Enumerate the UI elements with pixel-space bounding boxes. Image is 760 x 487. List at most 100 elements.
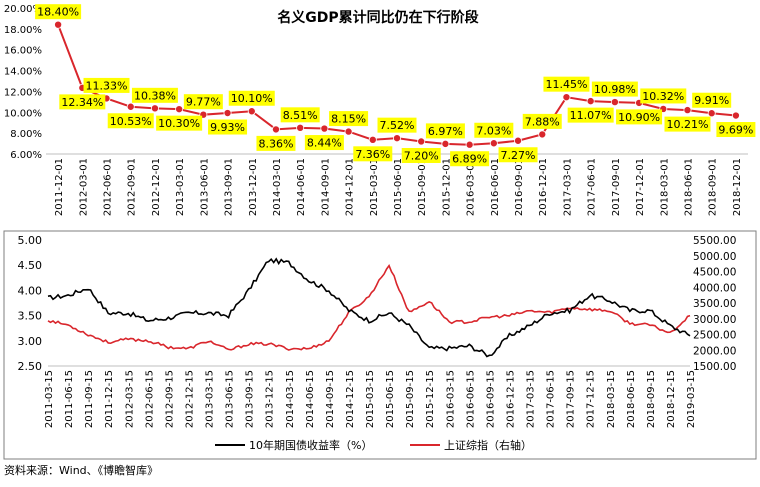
gdp-data-point xyxy=(538,130,547,139)
bond-index-x-tick-label: 2013-03-15 xyxy=(205,370,216,428)
gdp-y-tick-label: 16.00% xyxy=(4,46,42,57)
gdp-data-label: 10.98% xyxy=(594,83,636,96)
gdp-x-tick-label: 2016-09-01 xyxy=(514,158,525,216)
gdp-x-tick-label: 2013-12-01 xyxy=(248,158,259,216)
gdp-data-point xyxy=(707,109,716,118)
bond-index-x-tick-label: 2017-06-15 xyxy=(546,370,557,428)
bond-index-x-tick-label: 2016-09-15 xyxy=(485,370,496,428)
bond-index-chart-frame xyxy=(3,230,757,460)
gdp-data-point xyxy=(731,111,740,120)
gdp-data-label: 8.51% xyxy=(283,109,318,122)
gdp-x-tick-label: 2014-06-01 xyxy=(296,158,307,216)
gdp-data-label-bg xyxy=(716,122,756,138)
gdp-chart-x-axis: 2011-12-01 2012-03-01 2012-06-01 2012-09-01… xyxy=(54,158,743,216)
gdp-data-label: 7.03% xyxy=(476,124,511,137)
gdp-x-tick-label: 2016-06-01 xyxy=(490,158,501,216)
gdp-data-point xyxy=(271,125,280,134)
bond-yield-y-tick-label: 3.50 xyxy=(18,310,43,323)
bond-index-chart: 2.50 3.00 3.50 4.00 4.50 5.00 1500.00 2000.00 2… xyxy=(18,234,737,452)
index-y-tick-label: 1500.00 xyxy=(693,361,736,373)
bond-index-x-tick-label: 2018-06-15 xyxy=(626,370,637,428)
gdp-data-point xyxy=(344,127,353,136)
bond-index-x-axis: 2011-03-15 2011-06-15 2011-09-15 2011-12-15… xyxy=(44,370,697,428)
gdp-y-tick-label: 8.00% xyxy=(10,129,42,140)
gdp-y-tick-label: 14.00% xyxy=(4,67,42,78)
index-y-tick-label: 5500.00 xyxy=(693,235,736,247)
gdp-data-point xyxy=(392,134,401,143)
bond-index-x-tick-label: 2015-09-15 xyxy=(405,370,416,428)
gdp-data-label: 6.89% xyxy=(452,153,487,166)
gdp-data-point xyxy=(562,93,571,102)
bond-index-x-tick-label: 2018-09-15 xyxy=(646,370,657,428)
gdp-data-point xyxy=(126,102,135,111)
gdp-data-label-bg xyxy=(228,90,275,106)
gdp-data-label-bg xyxy=(377,117,417,133)
gdp-x-tick-label: 2018-12-01 xyxy=(732,158,743,216)
gdp-x-tick-label: 2017-06-01 xyxy=(587,158,598,216)
gdp-data-label: 9.69% xyxy=(718,124,753,137)
bond-index-x-tick-label: 2011-09-15 xyxy=(84,370,95,428)
gdp-y-tick-label: 20.00% xyxy=(4,4,42,15)
bond-index-x-tick-label: 2016-12-15 xyxy=(505,370,516,428)
gdp-data-point xyxy=(514,136,523,145)
gdp-data-label-bg xyxy=(591,81,638,97)
gdp-x-tick-label: 2014-09-01 xyxy=(320,158,331,216)
index-y-tick-label: 2000.00 xyxy=(693,345,736,357)
gdp-y-tick-label: 18.00% xyxy=(4,25,42,36)
index-y-tick-label: 5000.00 xyxy=(693,251,736,263)
gdp-data-point xyxy=(247,107,256,116)
gdp-data-label-bg xyxy=(522,113,562,129)
gdp-data-label-bg xyxy=(59,94,106,110)
index-y-tick-label: 2500.00 xyxy=(693,330,736,342)
bond-index-x-tick-label: 2017-03-15 xyxy=(526,370,537,428)
bond-index-x-tick-label: 2016-03-15 xyxy=(445,370,456,428)
gdp-x-tick-label: 2018-03-01 xyxy=(659,158,670,216)
bond-index-x-tick-label: 2015-03-15 xyxy=(365,370,376,428)
index-y-axis: 1500.00 2000.00 2500.00 3000.00 3500.00 4000.… xyxy=(693,235,736,373)
gdp-x-tick-label: 2013-03-01 xyxy=(175,158,186,216)
gdp-x-tick-label: 2015-06-01 xyxy=(393,158,404,216)
bond-index-x-tick-label: 2014-09-15 xyxy=(325,370,336,428)
legend-label-bond-yield: 10年期国债收益率（%） xyxy=(249,438,372,452)
gdp-data-label: 10.38% xyxy=(134,89,176,102)
gdp-data-label-bg xyxy=(450,151,490,167)
gdp-data-point xyxy=(54,20,63,29)
index-y-tick-label: 3500.00 xyxy=(693,298,736,310)
bond-yield-y-tick-label: 3.00 xyxy=(18,335,43,348)
gdp-data-label-bg xyxy=(664,116,711,132)
gdp-x-tick-label: 2015-03-01 xyxy=(369,158,380,216)
gdp-x-tick-label: 2012-09-01 xyxy=(127,158,138,216)
bond-index-x-tick-label: 2018-03-15 xyxy=(606,370,617,428)
gdp-data-label-bg xyxy=(640,88,687,104)
gdp-data-label: 9.91% xyxy=(694,94,729,107)
bond-index-x-tick-label: 2011-12-15 xyxy=(104,370,115,428)
gdp-data-label: 10.32% xyxy=(642,90,684,103)
gdp-data-label: 7.36% xyxy=(355,148,390,161)
bond-yield-y-tick-label: 2.50 xyxy=(18,360,43,373)
gdp-data-point xyxy=(223,109,232,118)
gdp-x-tick-label: 2016-12-01 xyxy=(538,158,549,216)
gdp-data-label-bg xyxy=(208,119,248,135)
gdp-data-label-bg xyxy=(692,92,732,108)
gdp-data-label-bg xyxy=(256,135,296,151)
gdp-data-point xyxy=(683,106,692,115)
sse-index-line xyxy=(47,264,691,351)
gdp-data-label: 6.97% xyxy=(428,125,463,138)
bond-index-x-tick-label: 2014-03-15 xyxy=(285,370,296,428)
bond-index-x-tick-label: 2013-12-15 xyxy=(265,370,276,428)
bond-yield-y-axis: 2.50 3.00 3.50 4.00 4.50 5.00 xyxy=(18,234,43,373)
gdp-data-label: 11.07% xyxy=(570,109,612,122)
gdp-x-tick-label: 2018-09-01 xyxy=(708,158,719,216)
gdp-y-tick-label: 6.00% xyxy=(10,150,42,161)
gdp-data-label: 9.77% xyxy=(186,96,221,109)
gdp-x-tick-label: 2014-03-01 xyxy=(272,158,283,216)
gdp-data-label: 11.45% xyxy=(545,78,587,91)
gdp-data-labels: 18.40% 12.34% 11.33% 10.53% 10.38% 10.30% 9.77… xyxy=(35,4,756,167)
gdp-x-tick-label: 2017-03-01 xyxy=(562,158,573,216)
gdp-data-label-bg xyxy=(616,109,663,125)
gdp-data-label-bg xyxy=(401,147,441,163)
bond-index-x-tick-label: 2011-06-15 xyxy=(64,370,75,428)
bond-index-x-tick-label: 2012-06-15 xyxy=(144,370,155,428)
gdp-data-label-bg xyxy=(425,123,465,139)
